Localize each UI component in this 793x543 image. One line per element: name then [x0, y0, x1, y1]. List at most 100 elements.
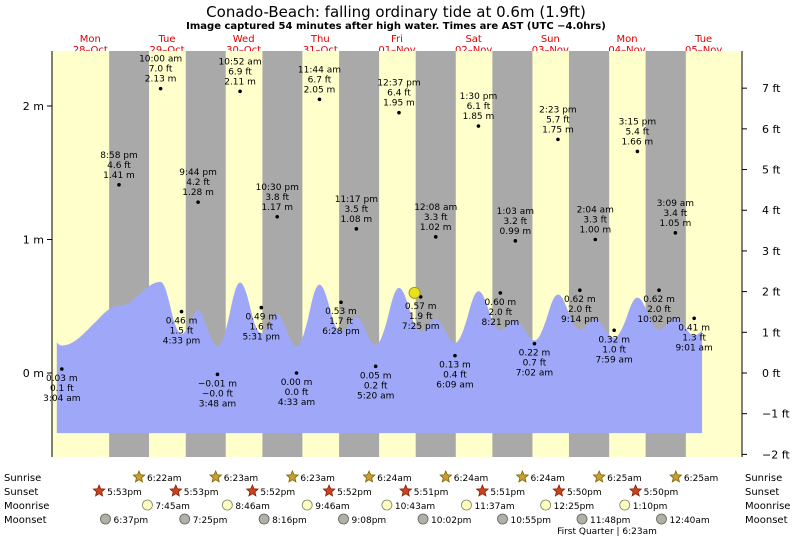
- day-header-weekday: Thu: [310, 34, 330, 45]
- day-header-weekday: Mon: [616, 34, 637, 45]
- sunrise-time: 6:24am: [377, 474, 412, 484]
- tide-event-feet: 2.0 ft: [568, 305, 592, 315]
- tide-event-feet: 3.4 ft: [664, 209, 688, 219]
- day-header-weekday: Fri: [391, 34, 403, 45]
- current-tide-marker: [408, 286, 421, 299]
- sunset-time: 5:50pm: [644, 488, 679, 498]
- moonset-time: 9:08pm: [351, 516, 386, 526]
- moonrise-time: 11:37am: [474, 502, 514, 512]
- sunset-time: 5:53pm: [184, 488, 219, 498]
- tide-event-metres: 1.95 m: [383, 99, 415, 109]
- tide-event-feet: 2.0 ft: [647, 305, 671, 315]
- moonrise-row-label-left: Moonrise: [4, 501, 49, 512]
- sunrise-icon: [132, 469, 146, 483]
- tide-event-point: [418, 295, 423, 299]
- tide-event-time: 10:02 pm: [637, 315, 680, 325]
- tide-event-point: [238, 89, 242, 94]
- left-tick-label: 0 m: [23, 367, 44, 380]
- moonset-icon: [338, 513, 349, 525]
- tide-event-metres: 1.75 m: [542, 125, 574, 135]
- tide-event-time: 1:03 am: [497, 207, 534, 217]
- tide-event-point: [397, 110, 401, 115]
- tide-event-point: [294, 371, 299, 375]
- moonrise-icon: [221, 499, 233, 511]
- day-header-date: 03–Nov: [532, 45, 569, 56]
- tide-event-point: [635, 149, 640, 154]
- tide-event-time: 10:30 pm: [256, 183, 299, 193]
- tide-event-feet: 4.6 ft: [107, 161, 131, 171]
- day-header-date: 04–Nov: [608, 45, 645, 56]
- tide-event-feet: 3.3 ft: [424, 213, 448, 223]
- tide-event-time: 4:33 pm: [163, 337, 201, 347]
- moonset-icon: [656, 513, 667, 525]
- day-header-date: 05–Nov: [685, 45, 722, 56]
- sunrise-time: 6:25am: [684, 474, 719, 484]
- sunrise-icon: [285, 469, 300, 483]
- tide-event-metres: 1.02 m: [420, 223, 452, 233]
- tide-event-metres: 1.66 m: [622, 137, 654, 147]
- tide-event-time: 7:25 pm: [402, 322, 440, 332]
- day-header-date: 31–Oct: [303, 45, 338, 56]
- tide-event-metres: 0.03 m: [46, 374, 78, 384]
- tide-event-point: [692, 316, 696, 321]
- tide-event-metres: 1.17 m: [261, 203, 293, 213]
- tide-event-point: [179, 309, 184, 314]
- moonset-row-label-left: Moonset: [4, 515, 47, 526]
- tide-event-time: 6:09 am: [436, 381, 473, 391]
- tide-event-time: 5:20 am: [357, 391, 394, 401]
- tide-event-feet: 6.9 ft: [228, 67, 252, 77]
- moonset-time: 8:16pm: [272, 516, 307, 526]
- tide-event-point: [498, 291, 503, 295]
- tide-event-metres: 1.05 m: [660, 219, 692, 229]
- tide-event-feet: 7.0 ft: [149, 65, 173, 75]
- tide-event-metres: 0.49 m: [245, 313, 277, 323]
- tide-event-feet: 0.2 ft: [364, 381, 388, 391]
- sunrise-time: 6:24am: [454, 474, 489, 484]
- sunset-icon: [245, 483, 260, 497]
- right-tick-label: 0 ft: [762, 367, 781, 380]
- tide-event-point: [556, 137, 560, 142]
- tide-event-time: 12:08 am: [414, 203, 457, 213]
- sunset-icon: [475, 483, 490, 497]
- tide-event-point: [196, 200, 200, 204]
- moonrise-time: 12:25pm: [554, 502, 594, 512]
- sunset-time: 5:51pm: [414, 488, 449, 498]
- tide-event-point: [275, 215, 280, 219]
- tide-event-metres: 0.22 m: [519, 349, 551, 359]
- sunrise-time: 6:23am: [300, 474, 335, 484]
- tide-event-time: 6:28 pm: [322, 327, 360, 337]
- tide-event-feet: 0.1 ft: [50, 384, 74, 394]
- day-header-date: 02–Nov: [455, 45, 492, 56]
- moonrise-row-label-right: Moonrise: [745, 501, 790, 512]
- tide-event-point: [117, 182, 121, 187]
- chart-title: Conado-Beach: falling ordinary tide at 0…: [206, 3, 586, 21]
- day-header-weekday: Tue: [694, 34, 712, 45]
- moonrise-time: 1:10pm: [633, 502, 668, 512]
- tide-event-metres: 0.13 m: [439, 361, 471, 371]
- tide-event-feet: 5.7 ft: [546, 115, 570, 125]
- tide-event-feet: 6.1 ft: [467, 102, 491, 112]
- tide-event-metres: 0.41 m: [678, 323, 710, 333]
- tide-event-time: 10:00 am: [139, 55, 182, 65]
- day-header-date: 01–Nov: [378, 45, 415, 56]
- moonset-icon: [179, 513, 191, 525]
- day-header-weekday: Wed: [233, 34, 255, 45]
- tide-event-metres: 1.00 m: [579, 226, 611, 236]
- tide-event-point: [578, 288, 582, 293]
- tide-event-metres: 2.13 m: [145, 75, 177, 85]
- tide-event-time: 7:59 am: [595, 355, 632, 365]
- tide-event-time: 11:44 am: [298, 65, 341, 75]
- tide-event-feet: 1.5 ft: [170, 327, 194, 337]
- tide-event-point: [373, 364, 378, 369]
- moonrise-icon: [301, 499, 313, 511]
- day-header-weekday: Sat: [465, 34, 481, 45]
- sunrise-time: 6:24am: [530, 474, 565, 484]
- right-tick-label: 4 ft: [762, 204, 781, 217]
- tide-event-metres: −0.01 m: [198, 379, 237, 389]
- sunrise-row-label-right: Sunrise: [745, 473, 782, 484]
- tide-event-metres: 1.08 m: [341, 215, 373, 225]
- day-header-weekday: Mon: [80, 34, 101, 45]
- tide-event-metres: 2.05 m: [304, 85, 336, 95]
- sunrise-time: 6:23am: [224, 474, 258, 484]
- sunset-time: 5:52pm: [260, 488, 295, 498]
